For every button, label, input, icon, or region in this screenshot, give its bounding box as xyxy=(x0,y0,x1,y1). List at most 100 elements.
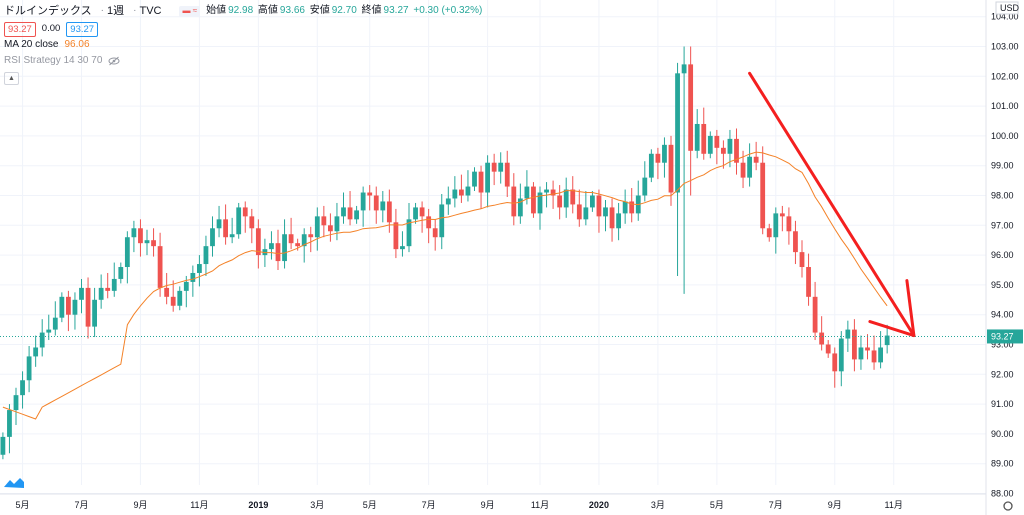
trend-arrow-head xyxy=(868,279,916,338)
x-tick-label: 2020 xyxy=(589,500,609,510)
candle-body xyxy=(858,347,864,360)
legend-collapse-row: ▲ xyxy=(4,69,484,85)
candle-body xyxy=(347,207,353,220)
rsi-label[interactable]: RSI Strategy 14 30 70 xyxy=(4,55,103,66)
candle-body xyxy=(216,219,222,229)
ma-legend-row[interactable]: MA 20 close 96.06 xyxy=(4,37,484,53)
chart-style-toggle-icon[interactable]: ▬ ≈ xyxy=(179,5,201,17)
candle-body xyxy=(360,192,366,211)
candle-body xyxy=(504,162,510,187)
candle-body xyxy=(445,198,451,205)
candle-body xyxy=(701,123,707,154)
candle-body xyxy=(144,240,150,244)
candle-body xyxy=(275,243,281,262)
rsi-legend-row[interactable]: RSI Strategy 14 30 70 xyxy=(4,53,484,69)
buy-button[interactable]: 93.27 xyxy=(66,21,99,37)
candle-body xyxy=(557,195,563,208)
x-tick-label: 11月 xyxy=(885,500,903,510)
candle-body xyxy=(92,299,97,327)
settings-gear-icon[interactable] xyxy=(1003,501,1013,511)
candle-body xyxy=(740,162,746,178)
y-tick-label: 96.00 xyxy=(991,250,1014,260)
candle-body xyxy=(124,237,130,268)
candle-body xyxy=(596,195,602,217)
candle-body xyxy=(766,228,772,238)
candle-body xyxy=(328,225,333,232)
candle-body xyxy=(249,216,255,229)
currency-box xyxy=(995,1,1019,15)
y-tick-label: 101.00 xyxy=(991,101,1019,111)
candle-body xyxy=(39,332,45,348)
candle-body xyxy=(734,138,739,163)
candle-body xyxy=(46,329,52,333)
symbol-name[interactable]: ドルインデックス xyxy=(4,5,92,17)
candle-body xyxy=(498,162,504,172)
candle-body xyxy=(563,189,569,208)
candle-body xyxy=(609,207,615,229)
candle-body xyxy=(616,213,621,229)
candle-body xyxy=(98,287,104,300)
candle-body xyxy=(52,317,58,330)
candle-body xyxy=(832,353,838,372)
x-tick-label: 7月 xyxy=(769,500,783,510)
candle-body xyxy=(485,162,490,193)
candle-body xyxy=(550,189,556,196)
x-tick-label: 3月 xyxy=(310,500,324,510)
candle-body xyxy=(354,210,359,220)
candle-body xyxy=(642,177,648,196)
candle-body xyxy=(177,290,183,306)
candle-body xyxy=(668,144,674,193)
candle-body xyxy=(236,207,242,235)
x-tick-label: 9月 xyxy=(481,500,495,510)
candle-body xyxy=(373,195,379,211)
x-tick-label: 9月 xyxy=(828,500,842,510)
candle-body xyxy=(400,246,405,250)
y-tick-label: 91.00 xyxy=(991,399,1014,409)
candle-body xyxy=(622,201,628,214)
y-tick-label: 100.00 xyxy=(991,131,1019,141)
candle-body xyxy=(865,347,870,351)
candle-body xyxy=(308,234,314,238)
x-tick-label: 11月 xyxy=(531,500,549,510)
ma-label[interactable]: MA 20 close xyxy=(4,39,59,50)
chart-legend: ドルインデックス · 1週 · TVC ▬ ≈ 始値 92.98 高値 93.66 … xyxy=(4,3,484,85)
candle-body xyxy=(406,219,412,247)
candle-body xyxy=(537,192,543,214)
candle-body xyxy=(380,201,386,211)
y-tick-label: 93.00 xyxy=(991,340,1014,350)
candle-body xyxy=(793,231,798,253)
candle-body xyxy=(242,207,248,217)
candle-body xyxy=(871,350,877,363)
sell-button[interactable]: 93.27 xyxy=(4,21,36,37)
candle-body xyxy=(426,216,432,229)
candle-body xyxy=(386,201,392,223)
candle-body xyxy=(786,216,792,232)
candle-body xyxy=(517,198,523,217)
x-tick-label: 3月 xyxy=(651,500,665,510)
y-tick-label: 104.00 xyxy=(991,12,1019,22)
interval-label[interactable]: 1週 xyxy=(107,5,125,17)
candle-body xyxy=(170,296,176,306)
y-tick-label: 92.00 xyxy=(991,369,1014,379)
y-tick-label: 88.00 xyxy=(991,489,1014,499)
candle-body xyxy=(288,234,294,244)
x-tick-label: 9月 xyxy=(133,500,147,510)
y-tick-label: 103.00 xyxy=(991,42,1019,52)
x-tick-label: 5月 xyxy=(363,500,377,510)
candle-body xyxy=(472,171,477,187)
hidden-eye-icon[interactable] xyxy=(108,56,120,66)
candle-body xyxy=(681,64,687,74)
candle-body xyxy=(819,332,825,345)
last-price-tag-label: 93.27 xyxy=(991,331,1014,341)
candle-body xyxy=(118,267,124,279)
tradingview-logo-icon[interactable] xyxy=(4,478,24,488)
candle-body xyxy=(66,296,71,315)
candle-body xyxy=(203,246,209,265)
candle-body xyxy=(295,243,301,247)
candle-body xyxy=(7,410,12,437)
collapse-legend-icon[interactable]: ▲ xyxy=(4,72,19,85)
candle-body xyxy=(190,272,196,282)
candle-body xyxy=(465,186,471,196)
exchange-label: TVC xyxy=(139,5,162,17)
